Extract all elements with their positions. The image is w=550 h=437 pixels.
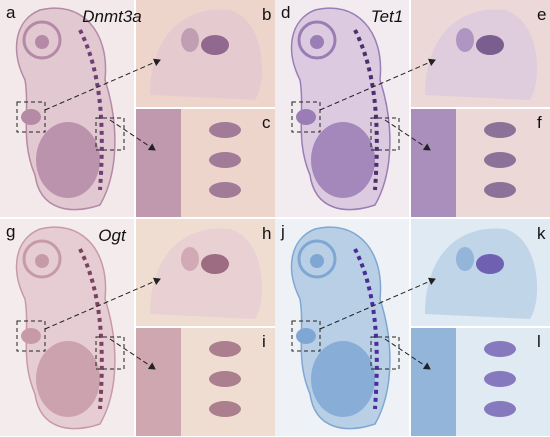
zoom-box: [95, 336, 125, 370]
inset-feature: [209, 341, 241, 357]
embryo-limb: [21, 328, 41, 344]
inset-limb: [150, 9, 263, 100]
gene-name: Dnmt3a: [82, 7, 142, 26]
panel-label: e: [537, 5, 546, 24]
zoom-box: [291, 101, 321, 133]
embryo-head: [297, 239, 337, 279]
inset-tissue: [411, 109, 456, 217]
panel-label: b: [262, 5, 271, 24]
panel-label: k: [537, 224, 546, 243]
zoom-box: [370, 117, 400, 151]
panel-group: d e f Tet1: [275, 0, 550, 217]
zoom-arrow: [109, 338, 156, 370]
inset-feature: [456, 247, 474, 271]
embryo-liver: [311, 122, 375, 198]
embryo-spine: [353, 248, 379, 410]
inset-limb: [425, 228, 538, 319]
panel-label: j: [280, 222, 285, 241]
inset-feature: [201, 35, 229, 55]
panel-label: g: [6, 222, 15, 241]
inset-feature: [181, 28, 199, 52]
panel-label: d: [281, 3, 290, 22]
inset-feature: [484, 341, 516, 357]
embryo-eye: [310, 35, 324, 49]
zoom-arrow: [44, 58, 161, 111]
inset-tissue: [136, 109, 181, 217]
inset-feature: [456, 28, 474, 52]
zoom-box: [16, 320, 46, 352]
embryo-spine: [353, 29, 379, 191]
panel-group: g h i Ogt: [0, 219, 275, 436]
panel-group: j k l: [275, 219, 550, 436]
panel-label: h: [262, 224, 271, 243]
gene-name: Ogt: [98, 226, 127, 245]
inset-feature: [484, 152, 516, 168]
inset-feature: [209, 152, 241, 168]
inset-feature: [484, 182, 516, 198]
inset-feature: [209, 182, 241, 198]
embryo-limb: [296, 109, 316, 125]
embryo-eye: [35, 254, 49, 268]
panel-label: a: [6, 3, 16, 22]
zoom-arrow: [319, 58, 436, 111]
panel-label: i: [262, 332, 266, 351]
inset-feature: [476, 254, 504, 274]
zoom-box: [291, 320, 321, 352]
embryo-liver: [311, 341, 375, 417]
embryo-eye: [35, 35, 49, 49]
inset-tissue: [136, 328, 181, 436]
panel-label: f: [537, 113, 542, 132]
embryo-spine: [78, 29, 104, 191]
panel-group: a b c Dnmt3a: [0, 0, 275, 217]
inset-feature: [484, 371, 516, 387]
zoom-arrow: [384, 338, 431, 370]
zoom-arrow: [384, 119, 431, 151]
embryo-spine: [78, 248, 104, 410]
embryo-eye: [310, 254, 324, 268]
inset-feature: [209, 122, 241, 138]
inset-feature: [209, 371, 241, 387]
inset-feature: [484, 401, 516, 417]
inset-feature: [201, 254, 229, 274]
inset-feature: [209, 401, 241, 417]
zoom-box: [16, 101, 46, 133]
embryo-head: [22, 239, 62, 279]
embryo-head: [297, 20, 337, 60]
inset-feature: [181, 247, 199, 271]
inset-feature: [476, 35, 504, 55]
zoom-arrow: [109, 119, 156, 151]
inset-limb: [150, 228, 263, 319]
embryo-limb: [296, 328, 316, 344]
zoom-box: [95, 117, 125, 151]
embryo-limb: [21, 109, 41, 125]
inset-feature: [484, 122, 516, 138]
embryo-head: [22, 20, 62, 60]
zoom-arrow: [319, 277, 436, 330]
gene-name: Tet1: [371, 7, 403, 26]
panel-label: l: [537, 332, 541, 351]
panel-label: c: [262, 113, 271, 132]
zoom-box: [370, 336, 400, 370]
embryo-liver: [36, 122, 100, 198]
inset-limb: [425, 9, 538, 100]
inset-tissue: [411, 328, 456, 436]
embryo-liver: [36, 341, 100, 417]
zoom-arrow: [44, 277, 161, 330]
